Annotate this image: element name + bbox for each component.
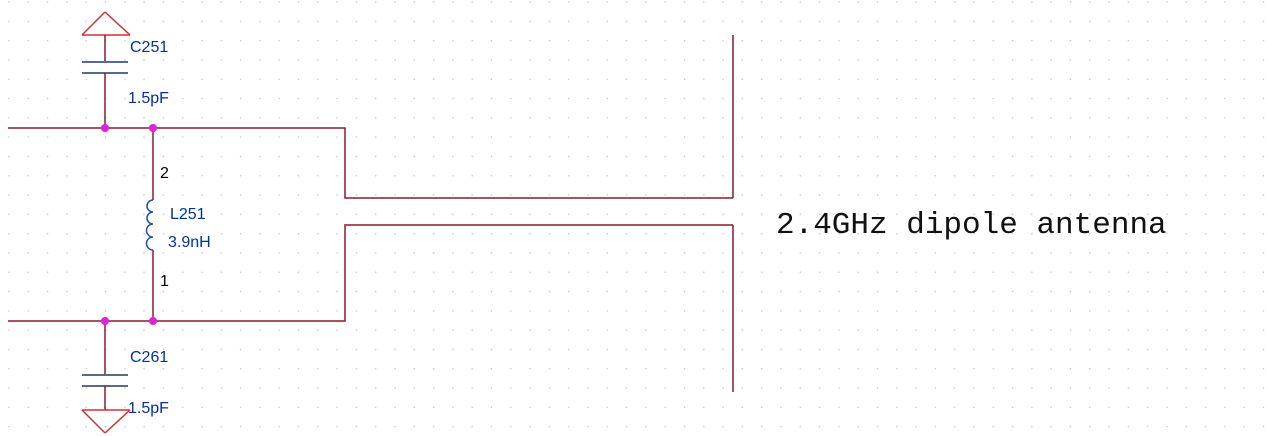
pin-label: 1 (160, 273, 169, 290)
value-label: 3.9nH (168, 234, 211, 251)
capacitor-c251 (82, 35, 128, 128)
value-label: 1.5pF (128, 90, 169, 107)
antenna-label: 2.4GHz dipole antenna (776, 208, 1167, 243)
ref-label: L251 (170, 206, 206, 223)
capacitor-c261 (82, 321, 128, 410)
ground-top (81, 11, 131, 36)
ref-label: C251 (130, 39, 168, 56)
ground-bottom (81, 409, 131, 434)
pin-label: 2 (160, 165, 169, 182)
wires (8, 35, 734, 392)
inductor-l251 (145, 199, 154, 251)
ref-label: C261 (130, 349, 168, 366)
value-label: 1.5pF (128, 400, 169, 417)
junctions (101, 124, 157, 325)
